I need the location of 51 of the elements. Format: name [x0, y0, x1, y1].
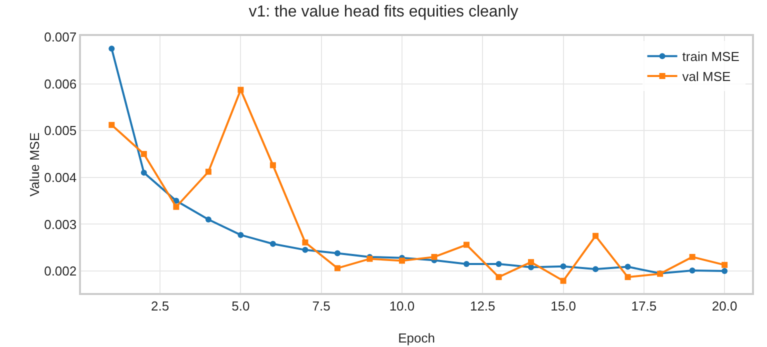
y-tick-label: 0.006: [44, 76, 77, 92]
x-tick-label: 7.5: [312, 298, 330, 314]
x-tick-label: 17.5: [631, 298, 657, 314]
x-tick-label: 5.0: [232, 298, 250, 314]
y-tick-label: 0.007: [44, 29, 77, 44]
x-tick-label: 2.5: [151, 298, 170, 314]
x-tick-label: 10.0: [389, 298, 415, 314]
point: [496, 274, 502, 280]
chart-title: v1: the value head fits equities cleanly: [248, 3, 518, 20]
x-axis-title: Epoch: [398, 330, 435, 346]
y-tick-label: 0.003: [44, 216, 77, 232]
point: [398, 258, 405, 264]
point: [238, 86, 244, 93]
point: [205, 216, 212, 222]
point: [302, 246, 308, 253]
point: [528, 259, 534, 266]
point: [722, 268, 728, 274]
point: [108, 46, 115, 52]
point: [560, 263, 566, 270]
point: [592, 266, 599, 272]
point: [270, 240, 276, 247]
point: [334, 265, 340, 272]
point: [238, 232, 244, 238]
point: [173, 204, 180, 210]
point: [689, 254, 696, 260]
point: [302, 239, 308, 246]
point: [431, 254, 438, 260]
x-tick-label: 15.0: [550, 298, 576, 314]
point: [140, 150, 147, 157]
x-tick-label: 20.0: [712, 298, 738, 314]
point: [464, 260, 470, 267]
y-tick-label: 0.004: [44, 170, 77, 185]
point: [496, 260, 502, 267]
point: [140, 170, 147, 176]
y-axis-title: Value MSE: [27, 132, 42, 197]
point: [689, 268, 696, 274]
y-tick-label: 0.002: [44, 264, 77, 279]
legend-label: train MSE: [682, 49, 740, 64]
point: [592, 232, 599, 239]
y-tick-label: 0.005: [44, 123, 77, 138]
legend-label: val MSE: [682, 69, 732, 84]
point: [624, 264, 631, 270]
point: [205, 168, 212, 175]
point: [108, 122, 115, 128]
point: [270, 162, 276, 168]
point: [560, 278, 566, 284]
point: [624, 274, 631, 280]
point: [334, 250, 340, 256]
point: [722, 262, 728, 268]
point: [464, 242, 470, 248]
x-tick-label: 12.5: [470, 298, 496, 314]
